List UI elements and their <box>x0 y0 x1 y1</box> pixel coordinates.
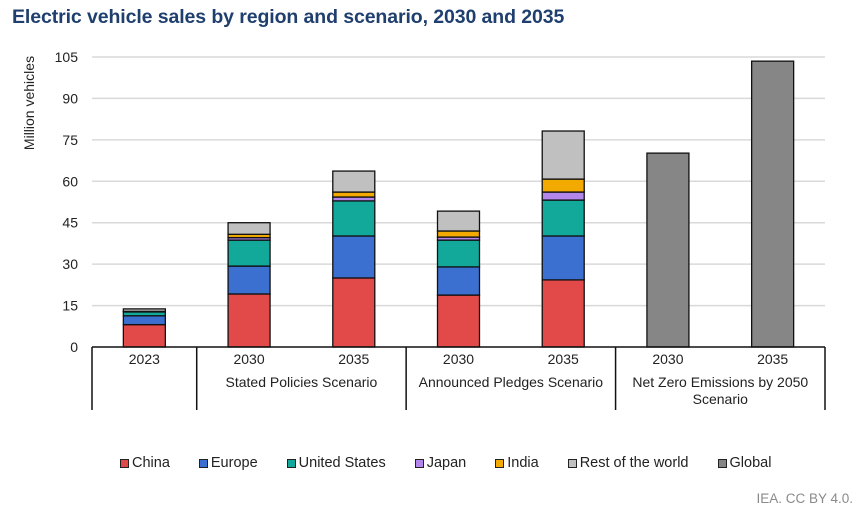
bar-segment-united-states <box>436 239 481 268</box>
y-tick-label: 105 <box>55 49 79 65</box>
group-label: Stated Policies Scenario <box>226 374 378 390</box>
legend-item-global: Global <box>717 455 772 471</box>
group-label: Announced Pledges Scenario <box>419 374 604 390</box>
x-tick-label: 2035 <box>757 351 788 367</box>
x-tick-label: 2023 <box>129 351 160 367</box>
legend-swatch <box>286 458 296 468</box>
x-tick-label: 2030 <box>443 351 474 367</box>
legend-label: Global <box>729 455 772 471</box>
y-tick-label: 75 <box>62 132 78 148</box>
bar-segment-rest-of-the-world <box>122 308 167 313</box>
bar-segment-rest-of-the-world <box>227 222 271 235</box>
bar-segment-india <box>541 178 585 193</box>
y-axis-label: Million vehicles <box>21 56 37 150</box>
y-tick-label: 60 <box>62 173 78 189</box>
legend-swatch <box>567 458 577 468</box>
legend-swatch <box>414 458 424 468</box>
legend-label: India <box>507 455 539 471</box>
bar-segment-global <box>750 60 795 348</box>
bar-segment-japan <box>541 191 585 201</box>
legend-item-europe: Europe <box>198 455 258 471</box>
bar-segment-rest-of-the-world <box>332 170 376 193</box>
bar-segment-rest-of-the-world <box>436 210 481 232</box>
x-tick-label: 2030 <box>652 351 683 367</box>
bar-segment-global <box>646 152 690 348</box>
bar-segment-europe <box>436 266 481 296</box>
bar-segment-china <box>227 293 271 348</box>
legend-swatch <box>717 458 727 468</box>
bar-segment-india <box>436 230 481 238</box>
chart-title: Electric vehicle sales by region and sce… <box>12 6 565 28</box>
y-tick-label: 30 <box>62 256 78 272</box>
bar-segment-rest-of-the-world <box>541 130 585 180</box>
legend-label: China <box>132 455 170 471</box>
bar-segment-china <box>436 294 481 348</box>
y-tick-label: 15 <box>62 298 78 314</box>
group-label: Net Zero Emissions by 2050 Scenario <box>632 374 808 407</box>
y-tick-label: 90 <box>62 90 78 106</box>
x-tick-label: 2035 <box>548 351 579 367</box>
y-axis-ticks: 0 15 30 45 60 75 90 105 <box>55 49 79 355</box>
legend-label: Rest of the world <box>579 455 689 471</box>
legend: China Europe United States Japan India Rest o… <box>120 455 800 471</box>
legend-label: Japan <box>426 455 467 471</box>
bar-segment-europe <box>227 265 271 295</box>
x-axis: 2023 2030 2035 2030 2035 2030 2035 Stated Polic… <box>91 346 826 410</box>
bar-segment-china <box>541 279 585 348</box>
legend-item-japan: Japan <box>414 455 467 471</box>
bars <box>122 60 795 348</box>
legend-item-india: India <box>495 455 539 471</box>
legend-item-united-states: United States <box>286 455 386 471</box>
bar-segment-china <box>332 277 376 348</box>
bar-segment-china <box>122 323 167 348</box>
legend-item-china: China <box>120 455 170 471</box>
source-credit: IEA. CC BY 4.0. <box>756 491 853 506</box>
bar-segment-europe <box>541 235 585 281</box>
bar-segment-india <box>332 191 376 198</box>
bar-segment-united-states <box>541 199 585 237</box>
y-tick-label: 45 <box>62 215 78 231</box>
bar-segment-europe <box>122 315 167 326</box>
legend-swatch <box>198 458 208 468</box>
y-tick-label: 0 <box>70 339 78 355</box>
bar-segment-united-states <box>332 200 376 237</box>
legend-swatch <box>120 458 129 468</box>
legend-swatch <box>495 458 505 468</box>
legend-item-rest-of-the-world: Rest of the world <box>567 455 689 471</box>
bar-segment-united-states <box>227 239 271 267</box>
legend-label: United States <box>298 455 386 471</box>
x-tick-label: 2030 <box>233 351 264 367</box>
bar-segment-europe <box>332 235 376 279</box>
legend-label: Europe <box>210 455 258 471</box>
x-tick-label: 2035 <box>338 351 369 367</box>
